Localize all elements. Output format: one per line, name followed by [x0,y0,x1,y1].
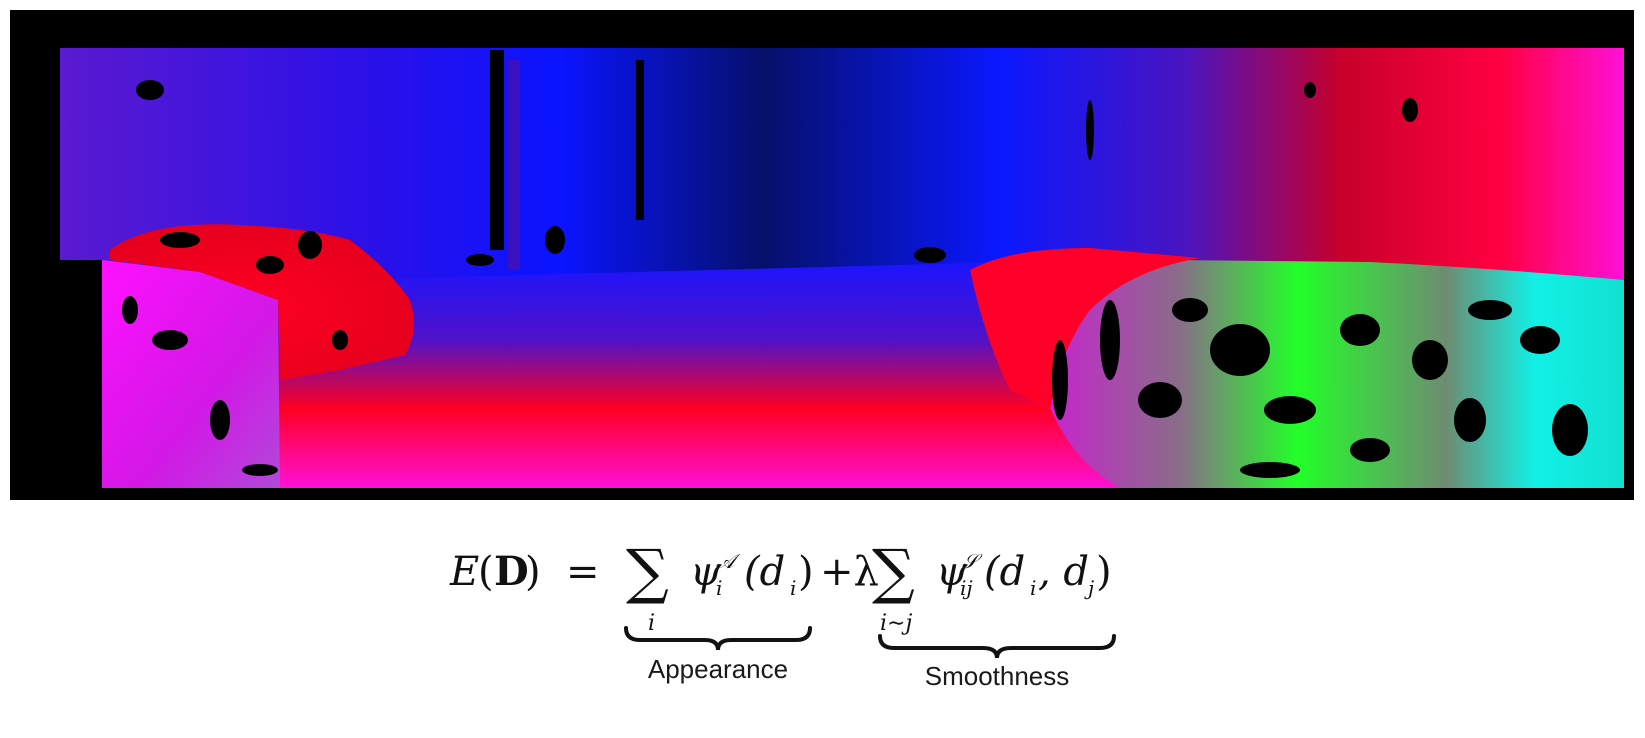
smoothness-close-paren: ) [1096,549,1112,595]
smoothness-arg1-subscript: i [1030,576,1036,600]
smoothness-label: Smoothness [925,661,1070,691]
equation-lhs: E [449,549,479,595]
equals-sign: = [566,549,600,595]
psi-smoothness-superscript: 𝒮 [962,549,983,573]
appearance-label: Appearance [648,654,788,684]
sum-subscript-2: i∼j [880,611,912,636]
smoothness-args: (d [984,549,1025,595]
sum-symbol-2: ∑ [872,540,915,607]
psi-appearance: ψ [690,549,722,595]
depth-map-image [10,10,1634,500]
sum-subscript-1: i [648,611,655,636]
smoothness-args-2: , d [1038,549,1089,595]
plus-lambda: +λ [820,549,879,595]
psi-smoothness-subscript: ij [960,576,973,600]
lhs-open-paren: ( [478,549,494,595]
psi-smoothness: ψ [936,549,968,595]
psi-appearance-superscript: 𝒜 [716,549,741,573]
smoothness-underbrace [878,634,1116,659]
appearance-close-paren: ) [798,549,814,595]
energy-equation: E ( D ) = ∑ i ψ 𝒜 i (d i ) +λ ∑ i∼j ψ 𝒮 … [449,540,1116,691]
lhs-close-paren: ) [525,549,541,595]
smoothness-arg2-subscript: j [1084,576,1094,600]
appearance-underbrace [624,626,812,651]
appearance-arg-subscript: i [790,576,796,600]
psi-appearance-subscript: i [716,576,722,600]
lhs-d-bold: D [494,548,529,595]
appearance-args: (d [744,549,785,595]
sum-symbol-1: ∑ [626,540,669,607]
